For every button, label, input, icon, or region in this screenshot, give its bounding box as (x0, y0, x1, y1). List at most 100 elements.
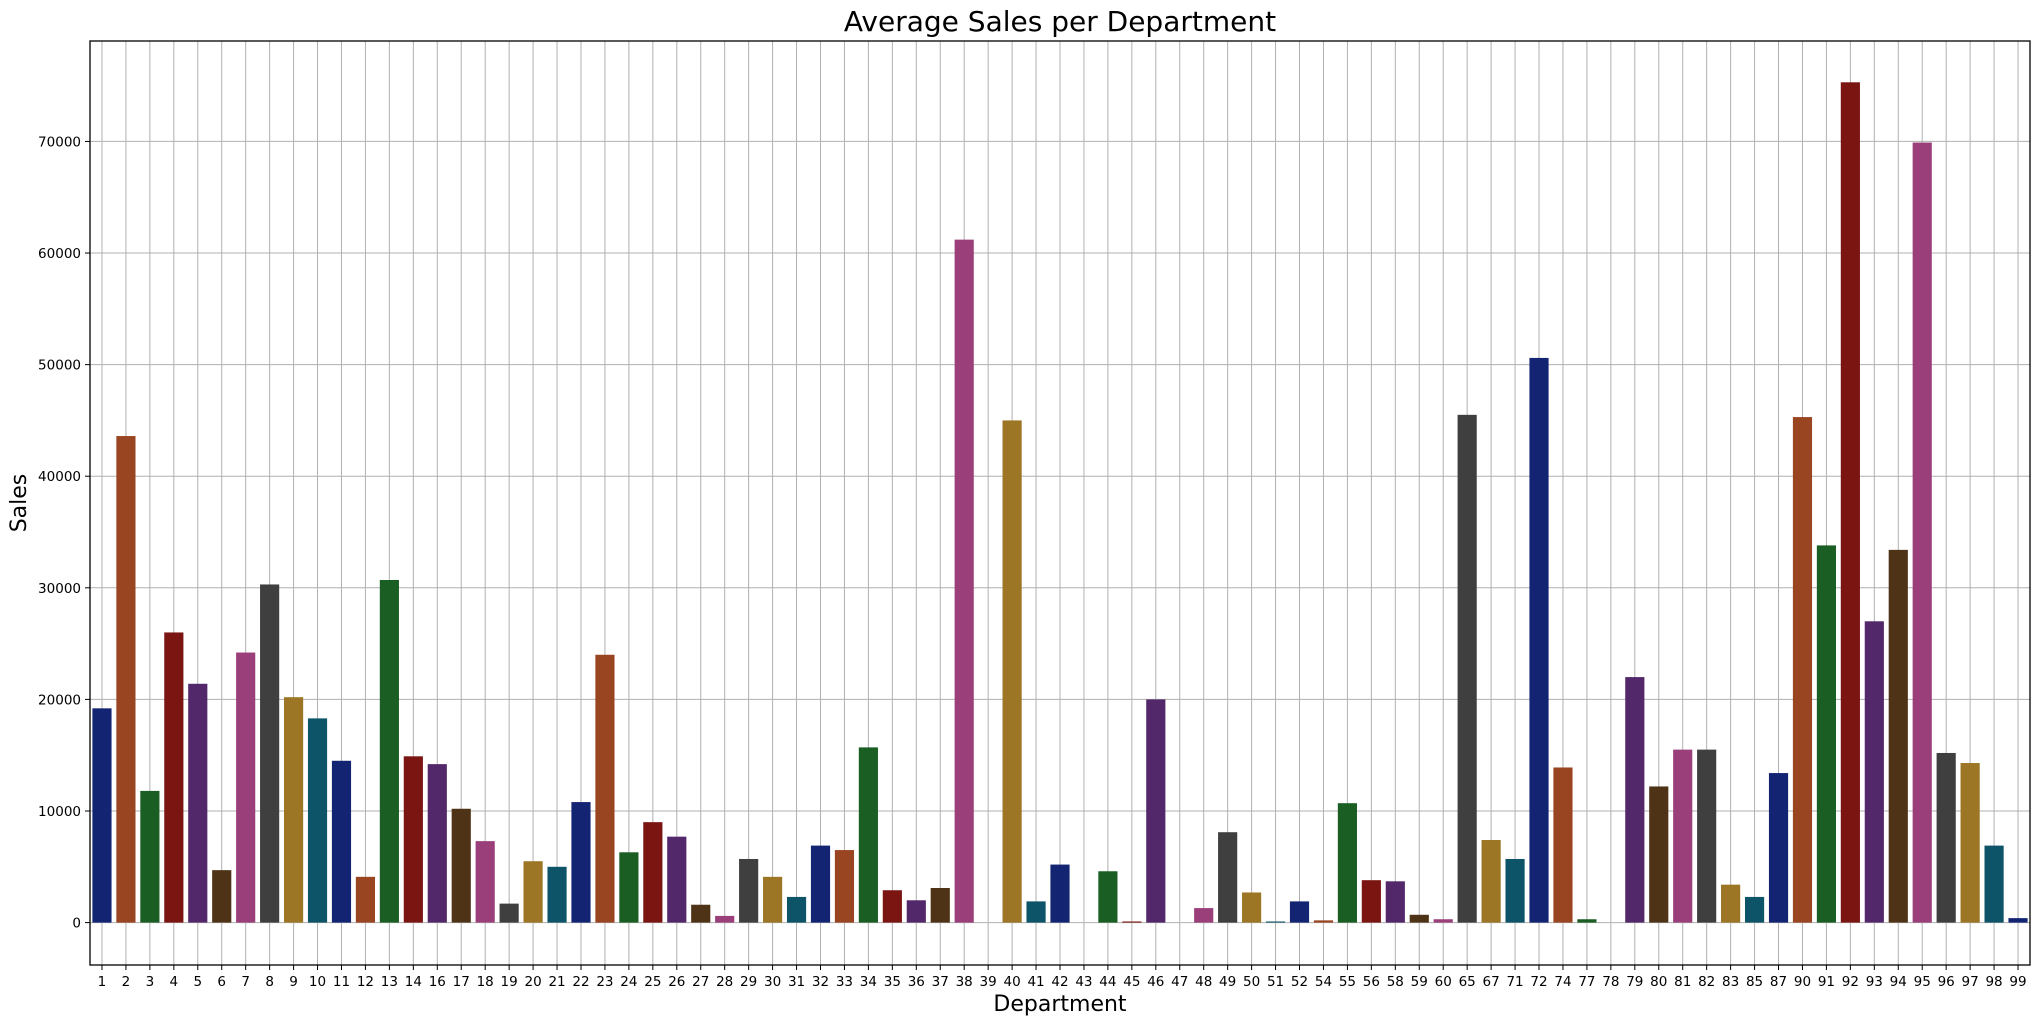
y-axis-ticks: 0 10000 20000 30000 40000 50000 60000 70000 (38, 134, 90, 932)
bar-dept-48 (1194, 908, 1214, 923)
x-tick-label: 48 (1195, 974, 1212, 990)
bar-dept-95 (1912, 142, 1932, 923)
bar-dept-28 (715, 915, 735, 923)
x-tick-label: 26 (668, 974, 685, 990)
bar-dept-9 (284, 697, 304, 923)
x-tick-label: 79 (1626, 974, 1643, 990)
bar-dept-72 (1529, 357, 1549, 923)
bar-dept-77 (1577, 919, 1597, 923)
bars (92, 82, 2028, 923)
x-tick-label: 71 (1506, 974, 1523, 990)
bar-dept-42 (1050, 864, 1070, 923)
x-tick-label: 96 (1938, 974, 1955, 990)
bar-dept-35 (882, 890, 902, 923)
x-tick-label: 39 (980, 974, 997, 990)
x-tick-label: 2 (122, 974, 131, 990)
bar-dept-90 (1792, 417, 1813, 923)
x-tick-label: 51 (1267, 974, 1284, 990)
x-tick-label: 9 (289, 974, 298, 990)
x-tick-label: 78 (1602, 974, 1619, 990)
x-tick-label: 32 (812, 974, 829, 990)
x-tick-label: 13 (381, 974, 398, 990)
bar-dept-11 (331, 760, 352, 923)
chart-title: Average Sales per Department (844, 5, 1276, 38)
y-tick-label: 40000 (38, 469, 81, 485)
bar-dept-94 (1888, 549, 1908, 923)
x-tick-label: 97 (1962, 974, 1979, 990)
x-tick-label: 41 (1027, 974, 1044, 990)
x-tick-label: 8 (265, 974, 274, 990)
x-tick-label: 65 (1459, 974, 1476, 990)
bar-dept-83 (1721, 884, 1741, 923)
x-tick-label: 23 (596, 974, 613, 990)
bar-dept-31 (786, 896, 807, 923)
bar-dept-8 (260, 584, 280, 923)
x-tick-label: 85 (1746, 974, 1763, 990)
x-tick-label: 90 (1794, 974, 1811, 990)
x-tick-label: 1 (98, 974, 107, 990)
bar-dept-74 (1553, 767, 1573, 923)
bar-dept-97 (1960, 763, 1980, 923)
x-tick-label: 80 (1650, 974, 1667, 990)
y-tick-label: 50000 (38, 358, 81, 374)
bar-dept-18 (475, 841, 495, 923)
bar-dept-49 (1218, 832, 1238, 923)
x-tick-label: 72 (1530, 974, 1547, 990)
bar-dept-27 (691, 904, 711, 923)
x-tick-label: 50 (1243, 974, 1260, 990)
x-tick-label: 40 (1004, 974, 1021, 990)
bar-dept-51 (1265, 921, 1286, 923)
y-tick-label: 0 (72, 916, 81, 932)
bar-dept-37 (930, 888, 950, 923)
x-tick-label: 92 (1842, 974, 1859, 990)
y-tick-label: 30000 (38, 581, 81, 597)
x-tick-label: 93 (1866, 974, 1883, 990)
bar-dept-50 (1242, 892, 1262, 923)
x-tick-label: 94 (1890, 974, 1907, 990)
x-tick-label: 33 (836, 974, 853, 990)
x-tick-label: 14 (405, 974, 422, 990)
bar-dept-82 (1697, 749, 1717, 923)
x-tick-label: 52 (1291, 974, 1308, 990)
bar-dept-4 (164, 632, 184, 923)
x-tick-label: 74 (1554, 974, 1571, 990)
bar-dept-71 (1505, 858, 1525, 923)
x-tick-label: 99 (2009, 974, 2026, 990)
bar-dept-16 (427, 764, 447, 923)
bar-dept-1 (92, 708, 112, 923)
bar-dept-99 (2008, 918, 2028, 923)
x-tick-label: 31 (788, 974, 805, 990)
bar-dept-23 (595, 654, 615, 923)
x-tick-label: 7 (241, 974, 250, 990)
x-tick-label: 30 (764, 974, 781, 990)
bar-dept-22 (571, 802, 591, 923)
x-tick-label: 43 (1075, 974, 1092, 990)
bar-dept-54 (1313, 920, 1334, 923)
x-tick-label: 67 (1483, 974, 1500, 990)
bar-dept-30 (763, 876, 783, 923)
x-tick-label: 87 (1770, 974, 1787, 990)
bar-dept-91 (1816, 545, 1836, 923)
bar-dept-32 (810, 845, 831, 923)
bar-dept-3 (140, 790, 160, 923)
x-tick-label: 20 (524, 974, 541, 990)
x-tick-label: 95 (1914, 974, 1931, 990)
x-tick-label: 21 (548, 974, 565, 990)
bar-dept-17 (451, 808, 471, 923)
bar-dept-33 (834, 850, 855, 923)
bar-dept-29 (739, 858, 759, 923)
bar-dept-40 (1002, 420, 1022, 923)
bar-dept-52 (1289, 901, 1310, 923)
x-tick-label: 77 (1578, 974, 1595, 990)
x-tick-label: 6 (217, 974, 226, 990)
x-tick-label: 12 (357, 974, 374, 990)
x-tick-label: 81 (1674, 974, 1691, 990)
x-tick-label: 47 (1171, 974, 1188, 990)
bar-dept-19 (499, 903, 519, 923)
bar-dept-24 (619, 852, 639, 923)
y-tick-label: 20000 (38, 692, 81, 708)
bar-dept-21 (547, 866, 567, 923)
x-tick-label: 24 (620, 974, 637, 990)
x-tick-label: 18 (477, 974, 494, 990)
